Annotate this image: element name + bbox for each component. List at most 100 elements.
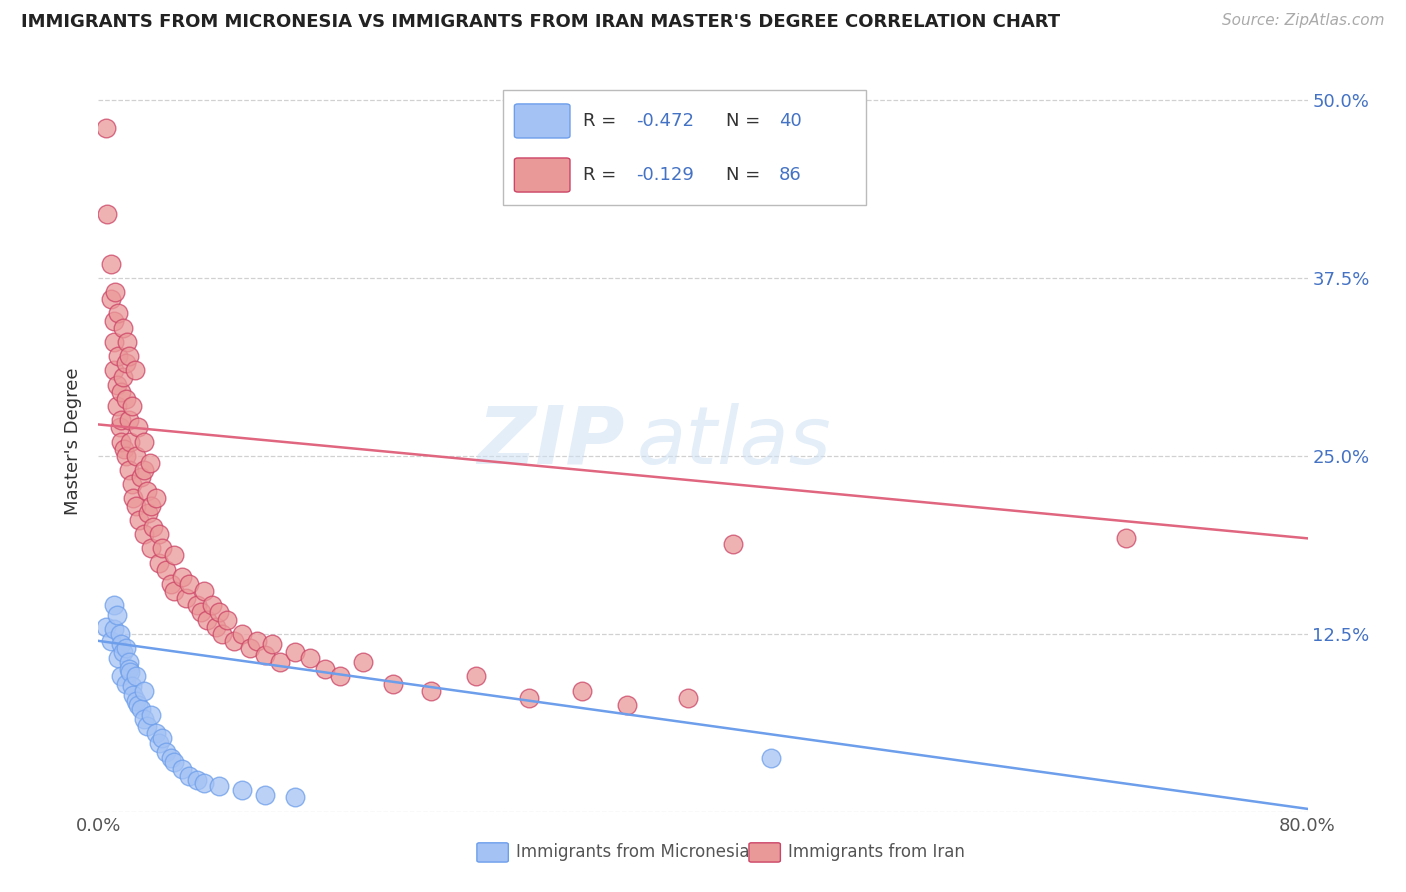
Point [215, 613, 238, 627]
Point [118, 463, 141, 477]
Point [112, 442, 135, 456]
Point [299, 651, 322, 665]
Text: R =: R = [583, 112, 623, 130]
Point [160, 750, 183, 764]
Point [465, 669, 488, 683]
Text: -0.129: -0.129 [637, 166, 695, 184]
Text: atlas: atlas [637, 402, 831, 481]
Point [124, 363, 146, 377]
Point [132, 434, 155, 449]
Point [122, 491, 145, 506]
Point [269, 655, 291, 669]
Text: N =: N = [725, 166, 766, 184]
Point [163, 549, 186, 563]
Point [759, 750, 782, 764]
Point [120, 434, 142, 449]
Point [208, 606, 231, 620]
Point [186, 773, 208, 788]
Point [103, 363, 125, 377]
Point [145, 726, 167, 740]
Point [329, 669, 352, 683]
Point [114, 449, 136, 463]
Point [170, 570, 193, 584]
Point [246, 633, 269, 648]
Point [100, 292, 122, 306]
Point [211, 626, 233, 640]
Point [118, 349, 141, 363]
Point [127, 420, 149, 434]
Point [141, 541, 163, 556]
Point [96, 207, 118, 221]
Point [148, 736, 170, 750]
Point [284, 645, 307, 659]
Point [193, 776, 215, 790]
Point [118, 413, 141, 427]
Point [193, 584, 215, 599]
Point [105, 377, 128, 392]
Point [160, 577, 183, 591]
Point [179, 577, 201, 591]
Text: 86: 86 [779, 166, 801, 184]
Point [517, 690, 540, 705]
Text: ZIP: ZIP [477, 402, 624, 481]
Text: Immigrants from Micronesia: Immigrants from Micronesia [516, 844, 749, 862]
Point [163, 584, 186, 599]
Point [262, 637, 284, 651]
Point [253, 788, 276, 802]
Point [224, 633, 246, 648]
Point [231, 783, 253, 797]
Point [150, 541, 173, 556]
FancyBboxPatch shape [477, 843, 509, 862]
Point [571, 683, 593, 698]
Point [201, 599, 224, 613]
Point [129, 702, 152, 716]
Point [121, 680, 143, 694]
Point [145, 491, 167, 506]
Point [253, 648, 276, 662]
Point [195, 613, 218, 627]
Point [127, 698, 149, 712]
Point [105, 608, 128, 623]
Point [103, 623, 125, 637]
Point [118, 662, 141, 676]
FancyBboxPatch shape [749, 843, 780, 862]
Point [121, 399, 143, 413]
Point [121, 477, 143, 491]
Point [1115, 532, 1137, 546]
Point [110, 434, 132, 449]
Point [110, 384, 132, 399]
Point [420, 683, 443, 698]
FancyBboxPatch shape [515, 104, 569, 138]
Point [103, 334, 125, 349]
Point [120, 665, 142, 680]
Point [170, 762, 193, 776]
Point [186, 599, 208, 613]
Point [104, 285, 127, 299]
Point [107, 349, 129, 363]
Point [139, 456, 162, 470]
Point [155, 563, 177, 577]
Point [105, 399, 128, 413]
Point [190, 606, 212, 620]
FancyBboxPatch shape [503, 90, 866, 204]
Point [125, 499, 148, 513]
Point [108, 420, 131, 434]
Point [94, 619, 117, 633]
Point [111, 370, 134, 384]
Point [132, 683, 155, 698]
Point [103, 313, 125, 327]
Point [676, 690, 699, 705]
Point [148, 527, 170, 541]
Point [723, 537, 745, 551]
Point [132, 712, 155, 726]
Point [114, 392, 136, 406]
Point [100, 256, 122, 270]
Point [108, 626, 131, 640]
Text: IMMIGRANTS FROM MICRONESIA VS IMMIGRANTS FROM IRAN MASTER'S DEGREE CORRELATION C: IMMIGRANTS FROM MICRONESIA VS IMMIGRANTS… [21, 13, 1060, 31]
Point [205, 619, 228, 633]
Text: Source: ZipAtlas.com: Source: ZipAtlas.com [1222, 13, 1385, 29]
Text: 40: 40 [779, 112, 801, 130]
Point [110, 637, 132, 651]
Point [118, 655, 141, 669]
Text: N =: N = [725, 112, 766, 130]
